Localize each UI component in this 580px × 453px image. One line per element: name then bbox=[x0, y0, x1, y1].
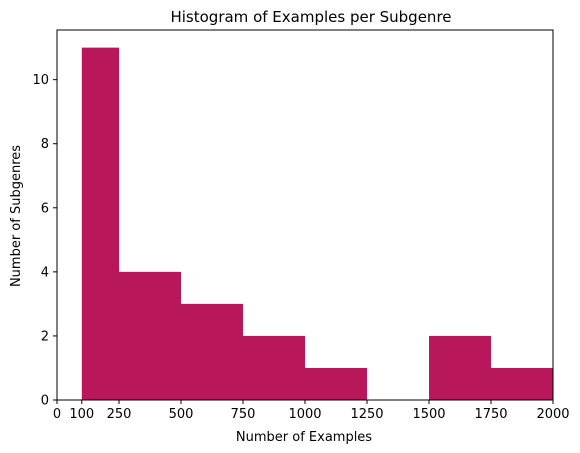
x-tick-label-5: 1000 bbox=[288, 407, 321, 422]
y-tick-label-2: 4 bbox=[41, 265, 49, 280]
x-tick-label-4: 750 bbox=[231, 407, 256, 422]
y-tick-label-4: 8 bbox=[41, 137, 49, 152]
x-tick-label-1: 100 bbox=[69, 407, 94, 422]
x-tick-label-9: 2000 bbox=[536, 407, 569, 422]
y-axis-ticks: 0 2 4 6 8 10 bbox=[32, 73, 57, 409]
y-tick-label-3: 6 bbox=[41, 201, 49, 216]
histogram-bar-7 bbox=[491, 367, 553, 400]
chart-title: Histogram of Examples per Subgenre bbox=[170, 8, 451, 26]
histogram-bar-3 bbox=[243, 335, 305, 400]
y-tick-label-0: 0 bbox=[41, 394, 49, 409]
histogram-bar-1 bbox=[119, 271, 181, 400]
y-tick-label-1: 2 bbox=[41, 329, 49, 344]
x-tick-label-3: 500 bbox=[169, 407, 194, 422]
histogram-bar-2 bbox=[181, 303, 243, 400]
histogram-bar-6 bbox=[429, 335, 491, 400]
x-axis-label: Number of Examples bbox=[236, 430, 372, 445]
histogram-bar-4 bbox=[305, 367, 367, 400]
histogram-bar-0 bbox=[81, 47, 119, 400]
x-tick-label-7: 1500 bbox=[412, 407, 445, 422]
x-tick-label-8: 1750 bbox=[474, 407, 507, 422]
x-tick-label-0: 0 bbox=[53, 407, 61, 422]
y-tick-label-5: 10 bbox=[32, 73, 49, 88]
bars-group bbox=[81, 47, 553, 400]
x-axis-ticks: 0 100 250 500 750 1000 1250 1500 1750 2000 bbox=[53, 400, 570, 422]
x-tick-label-6: 1250 bbox=[350, 407, 383, 422]
y-axis-label: Number of Subgenres bbox=[9, 145, 24, 287]
x-tick-label-2: 250 bbox=[107, 407, 132, 422]
